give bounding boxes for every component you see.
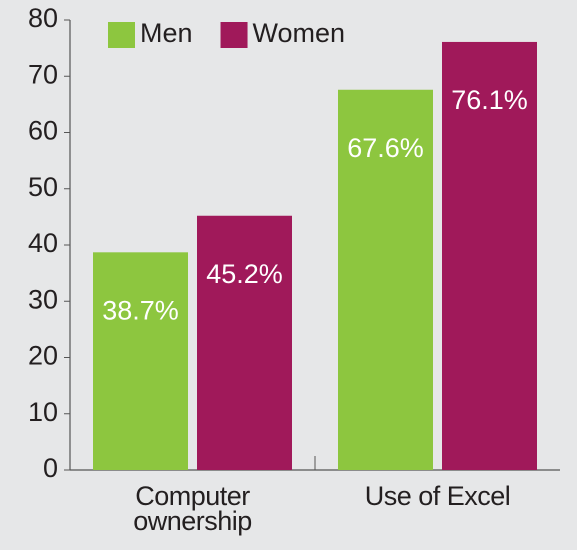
y-tick-label: 20	[28, 341, 58, 371]
bar	[93, 252, 188, 470]
bar	[338, 89, 433, 470]
legend-label: Men	[140, 18, 193, 48]
y-tick-label: 70	[28, 59, 58, 89]
legend-label: Women	[253, 18, 346, 48]
legend-swatch	[220, 22, 248, 48]
y-tick-label: 60	[28, 116, 58, 146]
y-tick-label: 80	[28, 3, 58, 33]
value-label: 38.7%	[102, 295, 179, 325]
x-tick-label: Use of Excel	[364, 481, 511, 511]
x-tick-label: Computer ownership	[133, 481, 252, 536]
value-label: 67.6%	[347, 133, 424, 163]
y-tick-label: 10	[28, 397, 58, 427]
y-tick-label: 30	[28, 284, 58, 314]
bar	[197, 215, 292, 470]
y-tick-label: 50	[28, 172, 58, 202]
y-tick-label: 40	[28, 228, 58, 258]
legend-swatch	[108, 22, 135, 48]
value-label: 76.1%	[451, 85, 528, 115]
bar	[442, 41, 537, 470]
y-tick-label: 0	[43, 453, 58, 483]
value-label: 45.2%	[206, 259, 283, 289]
